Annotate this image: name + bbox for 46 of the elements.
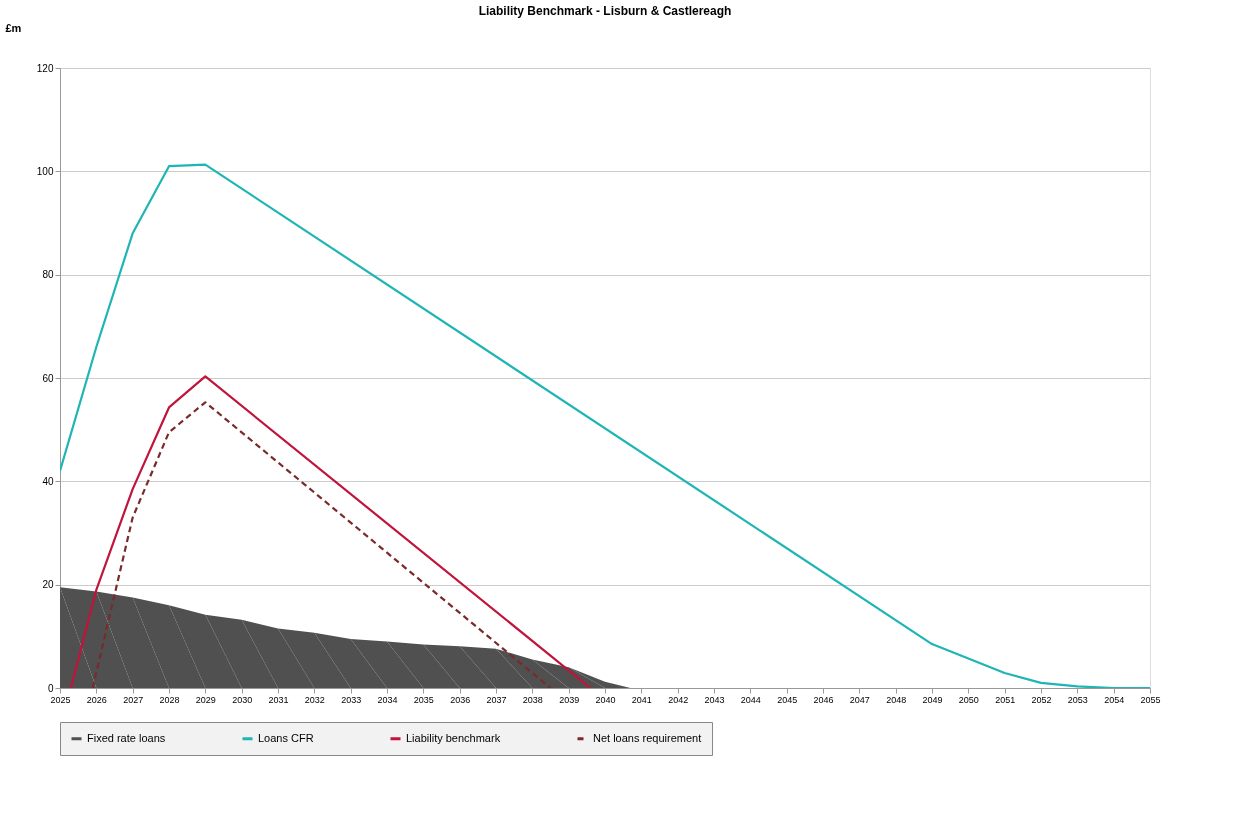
x-tick-label: 2045 xyxy=(777,694,798,705)
x-tick-label: 2028 xyxy=(159,694,180,705)
x-tick-label: 2041 xyxy=(631,694,652,705)
x-tick-label: 2046 xyxy=(813,694,834,705)
line-series xyxy=(69,375,592,688)
x-tick-label: 2025 xyxy=(50,694,71,705)
line-series xyxy=(91,401,552,688)
legend-label: Liability benchmark xyxy=(406,731,501,744)
x-tick-label: 2055 xyxy=(1140,694,1161,705)
x-tick-label: 2042 xyxy=(668,694,689,705)
legend-label: Fixed rate loans xyxy=(87,731,166,744)
x-tick-label: 2051 xyxy=(995,694,1016,705)
x-tick-label: 2044 xyxy=(740,694,761,705)
x-tick-label: 2049 xyxy=(922,694,943,705)
x-tick-label: 2050 xyxy=(958,694,979,705)
x-tick-label: 2039 xyxy=(559,694,580,705)
x-tick-label: 2030 xyxy=(232,694,253,705)
y-tick-label: 0 xyxy=(47,682,54,694)
x-tick-label: 2038 xyxy=(522,694,543,705)
x-tick-label: 2026 xyxy=(86,694,107,705)
x-tick-label: 2027 xyxy=(123,694,144,705)
x-tick-label: 2052 xyxy=(1031,694,1052,705)
y-tick-label: 80 xyxy=(42,269,54,281)
legend-label: Loans CFR xyxy=(258,731,314,744)
x-tick-label: 2036 xyxy=(450,694,471,705)
legend-label: Net loans requirement xyxy=(593,731,702,744)
x-tick-label: 2034 xyxy=(377,694,398,705)
x-tick-label: 2054 xyxy=(1104,694,1125,705)
y-tick-label: 120 xyxy=(36,62,54,74)
y-axis-title: £m xyxy=(5,21,22,34)
x-tick-label: 2037 xyxy=(486,694,507,705)
x-tick-label: 2043 xyxy=(704,694,725,705)
x-tick-label: 2047 xyxy=(849,694,870,705)
x-tick-label: 2029 xyxy=(195,694,216,705)
x-tick-label: 2033 xyxy=(341,694,362,705)
x-tick-label: 2048 xyxy=(886,694,907,705)
y-tick-label: 100 xyxy=(36,165,54,177)
x-tick-label: 2035 xyxy=(413,694,434,705)
y-tick-label: 20 xyxy=(42,579,54,591)
y-tick-label: 60 xyxy=(42,372,54,384)
x-tick-label: 2040 xyxy=(595,694,616,705)
y-tick-label: 40 xyxy=(42,475,54,487)
x-tick-label: 2032 xyxy=(304,694,325,705)
x-tick-label: 2031 xyxy=(268,694,289,705)
x-tick-label: 2053 xyxy=(1067,694,1088,705)
chart-title: Liability Benchmark - Lisburn & Castlereagh xyxy=(478,4,732,18)
